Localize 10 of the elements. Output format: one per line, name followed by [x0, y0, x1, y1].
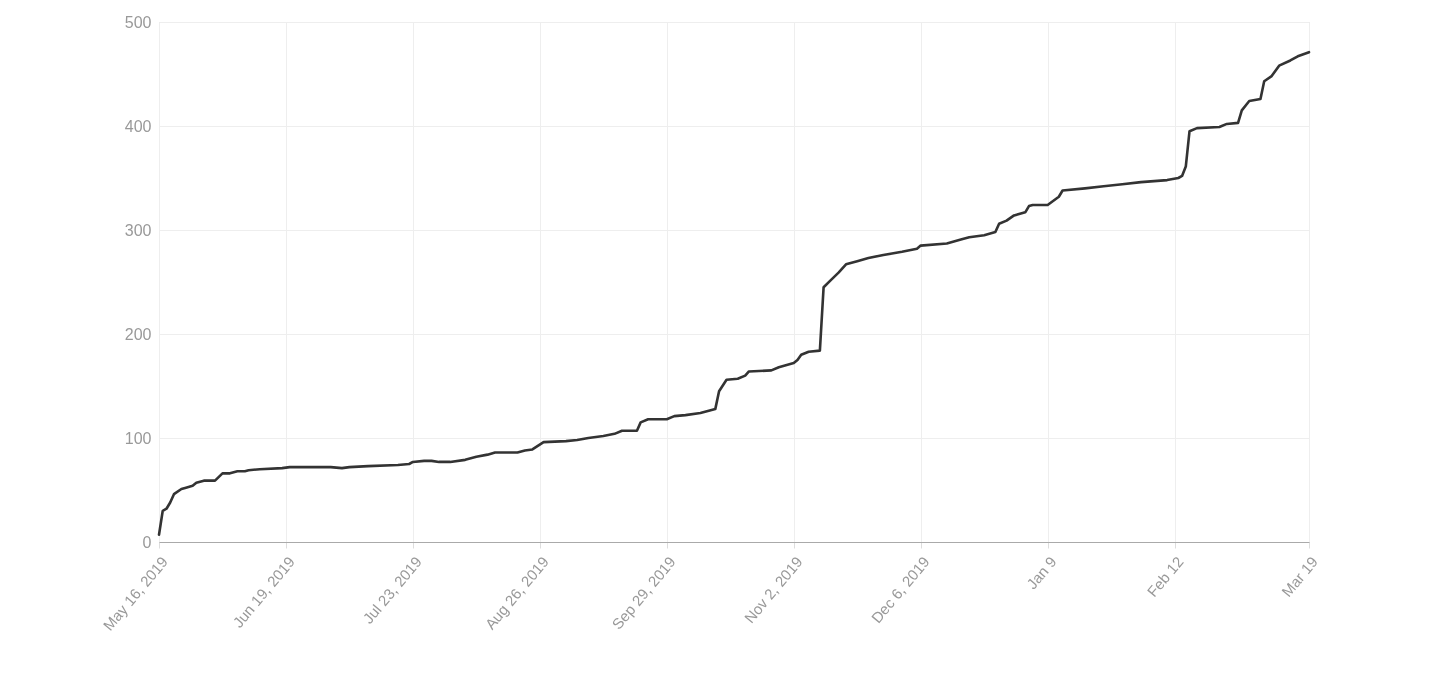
- y-tick-label: 300: [124, 221, 152, 239]
- y-tick-label: 500: [124, 13, 152, 31]
- x-tick-label: Jan 9: [1023, 553, 1060, 593]
- x-tick-label: Feb 12: [1143, 553, 1187, 600]
- line-series: [157, 50, 1311, 537]
- x-tick-label: Mar 19: [1277, 553, 1321, 600]
- y-tick-label: 0: [142, 533, 152, 551]
- y-tick-label: 200: [124, 325, 152, 343]
- y-tick-label: 400: [124, 117, 152, 135]
- y-tick-label: 100: [124, 429, 152, 447]
